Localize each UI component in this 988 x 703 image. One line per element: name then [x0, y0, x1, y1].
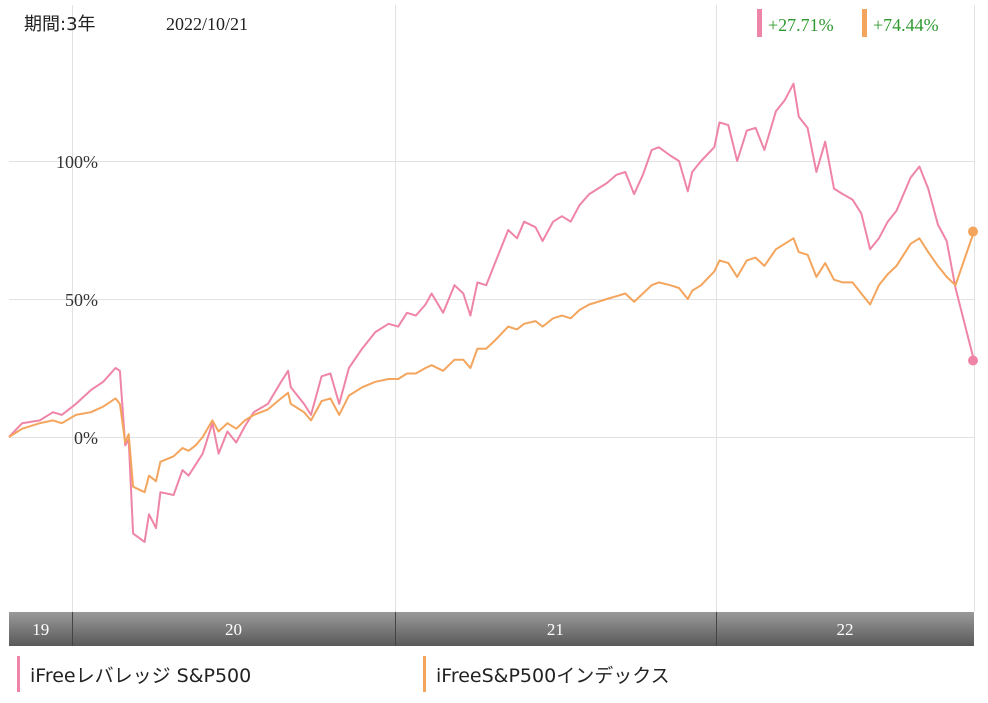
legend-swatch-index	[423, 656, 426, 692]
badge-2-swatch	[862, 9, 867, 37]
plot-background	[9, 5, 974, 612]
y-tick-label-2: 50%	[65, 290, 98, 310]
series-end-marker-1	[968, 355, 978, 366]
grid-lines	[9, 5, 975, 612]
series-lines	[8, 82, 978, 543]
legend-item-index: iFreeS&P500インデックス	[423, 656, 670, 692]
year-timeline-bar: 19 20 21 22	[9, 612, 974, 646]
performance-chart: 0% 50% 100% 19 20 21 22 期間:3年 2022/10/21 +27.…	[8, 5, 978, 646]
date-label: 2022/10/21	[166, 14, 248, 34]
y-axis-labels: 0% 50% 100%	[56, 152, 98, 448]
timeline-year-label-2: 20	[225, 620, 242, 639]
series-line-2	[8, 231, 975, 494]
timeline-background	[9, 612, 974, 646]
series-end-marker-2	[968, 226, 978, 237]
period-label: 期間:3年	[24, 14, 96, 35]
y-tick-label-1: 0%	[74, 428, 98, 448]
badge-1-swatch	[757, 9, 762, 37]
badge-1-value: +27.71%	[768, 15, 834, 35]
legend-label-index: iFreeS&P500インデックス	[436, 664, 670, 687]
badge-2-value: +74.44%	[873, 15, 939, 35]
y-tick-label-3: 100%	[56, 152, 98, 172]
legend-item-leveraged: iFreeレバレッジ S&P500	[17, 656, 251, 692]
legend-swatch-leveraged	[17, 656, 20, 692]
legend-label-leveraged: iFreeレバレッジ S&P500	[30, 664, 252, 687]
timeline-year-label-3: 21	[547, 620, 564, 639]
series-line-1	[8, 82, 975, 543]
timeline-year-label-4: 22	[837, 620, 854, 639]
timeline-year-label-1: 19	[32, 620, 49, 639]
